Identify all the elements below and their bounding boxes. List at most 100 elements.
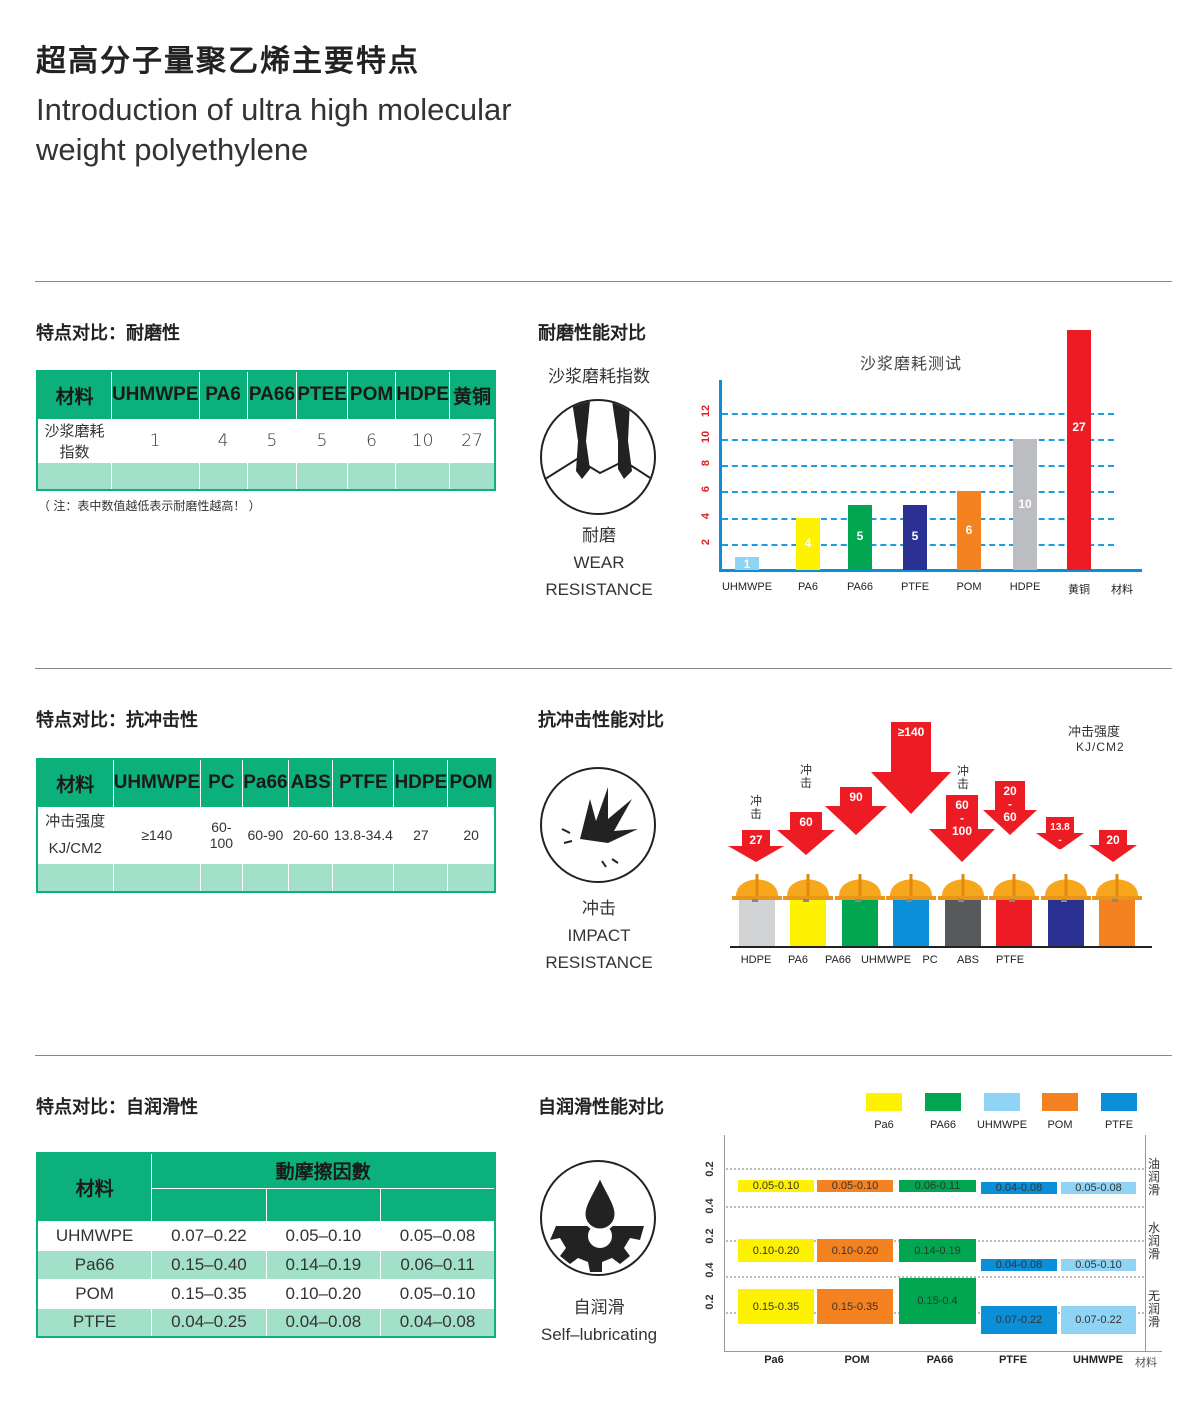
cell: 0.07–0.22 bbox=[151, 1220, 267, 1251]
header-cell: POM bbox=[346, 370, 397, 420]
caption-cn: 耐磨 bbox=[582, 526, 616, 545]
arrow-value-part: 27 bbox=[749, 833, 763, 847]
material-label: PA6 bbox=[788, 954, 808, 966]
y-tick-label: 0.2 bbox=[704, 1228, 716, 1244]
subheader-cell bbox=[265, 1187, 382, 1222]
y-tick-label: 0.2 bbox=[704, 1161, 716, 1177]
group-header: 動摩擦因數 bbox=[151, 1152, 496, 1189]
caption-en: IMPACT bbox=[567, 926, 631, 945]
gridline bbox=[722, 439, 1114, 441]
x-tick-label: PA66 bbox=[846, 581, 874, 593]
row-label: 冲击强度 KJ/CM2 bbox=[36, 806, 114, 864]
impact-table: 材料 UHMWPE PC Pa66 ABS PTFE HDPE POM 冲击强度 KJ/CM2 ≥1… bbox=[36, 758, 496, 893]
header-cell: HDPE bbox=[395, 370, 451, 420]
header-cell: 材料 bbox=[36, 1152, 153, 1222]
cell: 0.06–0.11 bbox=[380, 1249, 496, 1280]
cell: 0.15–0.40 bbox=[151, 1249, 267, 1280]
wear-chart: 沙浆磨耗测试 材料 2 4 6 8 10 12 1 UHMWPE 4 PA6 5 PA66 5 PTFE 6… bbox=[0, 0, 1200, 620]
x-tick-label: PTFE bbox=[900, 581, 930, 593]
friction-box: 0.10-0.20 bbox=[817, 1239, 893, 1262]
arrow-value-label: 60-100 bbox=[932, 799, 992, 838]
friction-box: 0.15-0.4 bbox=[899, 1278, 976, 1324]
subheader-row bbox=[37, 1187, 496, 1222]
right-axis bbox=[1145, 1135, 1146, 1351]
caption-cn: 冲击 bbox=[582, 899, 616, 918]
empty-cell bbox=[241, 862, 290, 893]
page-subtitle: Introduction of ultra high molecular wei… bbox=[36, 92, 512, 167]
cell: 20-60 bbox=[288, 806, 334, 864]
arrow-value-part: ≥140 bbox=[897, 725, 925, 739]
bar: 4 bbox=[796, 517, 820, 570]
header-cell: POM bbox=[447, 758, 496, 808]
impact-arrow bbox=[871, 722, 951, 814]
y-tick-label: 0.2 bbox=[704, 1294, 716, 1310]
table-row: 冲击强度 KJ/CM2 ≥140 60-100 60-90 20-60 13.8-34.4 2… bbox=[36, 806, 496, 864]
bar: 27 bbox=[1067, 330, 1091, 570]
cell: 0.04–0.25 bbox=[151, 1307, 267, 1338]
divider bbox=[35, 1055, 1172, 1056]
header-cell: PC bbox=[200, 758, 243, 808]
gridline bbox=[722, 412, 1114, 415]
helmet-icon bbox=[730, 866, 784, 907]
page-title: 超高分子量聚乙烯主要特点 bbox=[36, 45, 420, 78]
table-row: Pa66 0.15–0.40 0.14–0.19 0.06–0.11 bbox=[36, 1249, 496, 1280]
impact-arrow bbox=[929, 795, 995, 862]
bar: 5 bbox=[903, 504, 927, 570]
bar-value-label: 5 bbox=[856, 529, 864, 544]
header-cell: PTEE bbox=[296, 370, 348, 420]
material-label: UHMWPE bbox=[860, 954, 912, 966]
wear-note: （ 注：表中数值越低表示耐磨性越高！ ） bbox=[38, 499, 261, 513]
header-cell: 材料 bbox=[36, 370, 112, 420]
material-column bbox=[842, 896, 878, 946]
legend-swatch bbox=[925, 1093, 961, 1111]
subheader-cell bbox=[380, 1187, 496, 1222]
cell: UHMWPE bbox=[36, 1220, 153, 1251]
friction-table: 材料 動摩擦因數 UHMWPE 0.07–0.22 0.05–0.10 0.05–0.08… bbox=[36, 1152, 496, 1338]
friction-box: 0.14-0.19 bbox=[899, 1239, 976, 1262]
friction-box: 0.04-0.08 bbox=[981, 1259, 1057, 1271]
bar-value-label: 5 bbox=[911, 529, 919, 544]
impact-heading: 特点对比：抗冲击性 bbox=[36, 710, 198, 730]
legend-label: PA66 bbox=[929, 1119, 957, 1131]
caption-en: Self–lubricating bbox=[540, 1325, 658, 1344]
cell: 10 bbox=[395, 418, 451, 463]
empty-cell bbox=[36, 461, 112, 491]
wear-table: 材料 UHMWPE PA6 PA66 PTEE POM HDPE 黄铜 沙浆磨耗指数 1 4 5 5 6 1… bbox=[36, 370, 496, 491]
friction-box: 0.15-0.35 bbox=[817, 1289, 893, 1324]
arrow-value-label: ≥140 bbox=[881, 726, 941, 739]
friction-box: 0.04-0.08 bbox=[981, 1182, 1057, 1194]
bar-value-label: 27 bbox=[1072, 420, 1086, 434]
lubrication-type-label: 水润滑 bbox=[1147, 1221, 1160, 1261]
caption-cn: 自润滑 bbox=[573, 1298, 625, 1317]
row-label-line: 冲击强度 bbox=[45, 813, 106, 830]
legend-label: PTFE bbox=[1104, 1119, 1134, 1131]
impact-unit-title: 冲击强度 bbox=[1068, 724, 1121, 739]
oil-drop-gear-icon bbox=[540, 1160, 656, 1276]
x-tick-label: 黄铜 bbox=[1068, 584, 1090, 596]
cell: 0.05–0.10 bbox=[380, 1278, 496, 1309]
caption-en2: RESISTANCE bbox=[545, 580, 653, 599]
impact-arrow bbox=[777, 812, 835, 855]
friction-box: 0.07-0.22 bbox=[1061, 1306, 1136, 1334]
lubrication-heading: 特点对比：自润滑性 bbox=[36, 1097, 198, 1117]
wear-compare-heading: 耐磨性能对比 bbox=[538, 323, 646, 343]
gridline bbox=[722, 491, 1114, 494]
empty-cell bbox=[36, 862, 114, 893]
material-label: ABS bbox=[956, 954, 980, 966]
impact-arrow-label: 冲击 bbox=[749, 794, 762, 821]
bar: 5 bbox=[848, 504, 872, 570]
empty-cell bbox=[393, 862, 449, 893]
arrow-value-label: 27 bbox=[726, 834, 786, 847]
cell: 20 bbox=[447, 806, 496, 864]
row-label-unit: KJ/CM2 bbox=[48, 840, 102, 857]
material-column bbox=[893, 896, 929, 946]
arrow-value-label: 20 bbox=[1083, 834, 1143, 847]
y-tick-label: 0.4 bbox=[704, 1262, 716, 1278]
baseline bbox=[730, 946, 1152, 948]
dash: - bbox=[1058, 835, 1062, 846]
x-tick-label: PA6 bbox=[798, 581, 818, 593]
arrow-value-part: 20 bbox=[1106, 833, 1120, 847]
arrow-value-part: 60 bbox=[799, 815, 813, 829]
wear-caption: 耐磨 WEAR RESISTANCE bbox=[529, 522, 669, 603]
